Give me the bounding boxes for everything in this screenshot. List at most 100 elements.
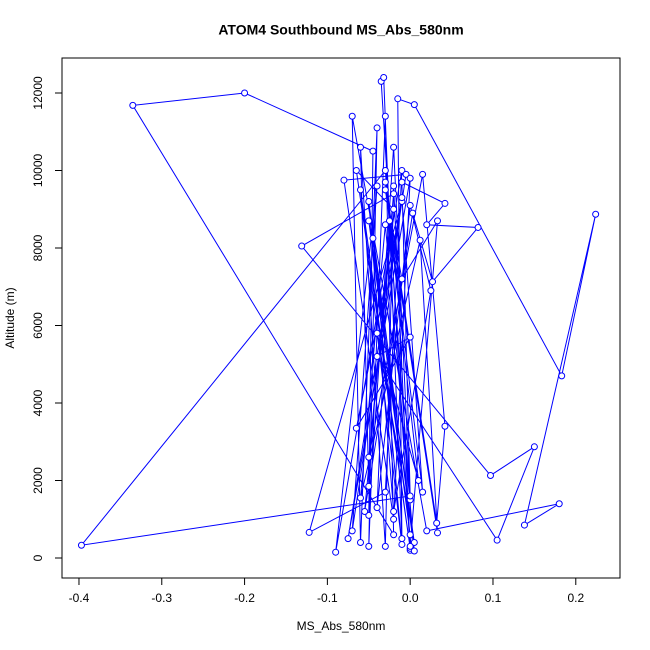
data-point — [390, 205, 398, 213]
data-point — [352, 424, 360, 432]
data-point — [441, 199, 449, 207]
data-point — [406, 542, 414, 550]
y-axis-label: Altitude (m) — [3, 287, 17, 348]
data-point — [390, 508, 398, 516]
x-tick-label: -0.3 — [151, 591, 172, 605]
x-tick-label: -0.4 — [69, 591, 90, 605]
data-point — [390, 531, 398, 539]
data-point — [398, 275, 406, 283]
data-point — [429, 278, 437, 286]
data-point — [365, 197, 373, 205]
data-point — [402, 170, 410, 178]
data-point — [427, 287, 435, 295]
data-point — [369, 234, 377, 242]
x-tick-label: 0.0 — [402, 591, 419, 605]
data-point — [419, 488, 427, 496]
data-point — [406, 531, 414, 539]
data-point — [419, 170, 427, 178]
data-point — [390, 143, 398, 151]
y-tick-label: 6000 — [31, 312, 45, 339]
data-point — [592, 210, 600, 218]
data-point — [356, 494, 364, 502]
data-point — [373, 124, 381, 132]
data-point — [356, 186, 364, 194]
x-tick-label: 0.2 — [567, 591, 584, 605]
data-point — [493, 536, 501, 544]
data-point — [385, 217, 393, 225]
data-point — [423, 527, 431, 535]
data-point — [474, 223, 482, 231]
data-point — [398, 194, 406, 202]
data-point — [373, 504, 381, 512]
data-point — [356, 539, 364, 547]
y-tick-label: 0 — [31, 554, 45, 561]
data-point — [129, 101, 137, 109]
data-point — [398, 540, 406, 548]
data-point — [555, 500, 563, 508]
plot-box — [61, 57, 621, 579]
data-point — [416, 236, 424, 244]
data-point — [373, 182, 381, 190]
data-point — [369, 147, 377, 155]
data-point — [390, 515, 398, 523]
data-point — [409, 209, 417, 217]
data-point — [381, 488, 389, 496]
data-point — [406, 174, 414, 182]
data-point — [398, 166, 406, 174]
data-point — [406, 201, 414, 209]
data-point — [520, 521, 528, 529]
data-point — [348, 112, 356, 120]
data-point — [410, 539, 418, 547]
data-point — [558, 372, 566, 380]
data-point — [390, 190, 398, 198]
data-point — [410, 101, 418, 109]
data-point — [365, 511, 373, 519]
data-point — [365, 217, 373, 225]
data-line — [80, 75, 597, 553]
data-point — [381, 542, 389, 550]
data-point — [381, 166, 389, 174]
data-point — [381, 186, 389, 194]
data-point — [414, 477, 422, 485]
y-tick-label: 2000 — [31, 467, 45, 494]
data-point — [348, 527, 356, 535]
data-point — [434, 529, 442, 537]
data-point — [406, 492, 414, 500]
data-point — [373, 352, 381, 360]
data-point — [423, 221, 431, 229]
data-point — [77, 541, 85, 549]
data-point — [298, 242, 306, 250]
data-point — [344, 535, 352, 543]
data-point — [241, 89, 249, 97]
data-point — [390, 182, 398, 190]
data-point — [398, 535, 406, 543]
data-point — [406, 333, 414, 341]
y-tick-label: 12000 — [31, 76, 45, 110]
x-tick-label: -0.2 — [234, 591, 255, 605]
data-point — [365, 453, 373, 461]
data-point — [433, 519, 441, 527]
data-point — [434, 217, 442, 225]
x-tick-label: -0.1 — [317, 591, 338, 605]
data-point — [365, 482, 373, 490]
data-point — [410, 547, 418, 555]
data-point — [486, 471, 494, 479]
y-tick-label: 8000 — [31, 234, 45, 261]
data-point — [305, 528, 313, 536]
data-point — [381, 112, 389, 120]
y-tick-label: 4000 — [31, 389, 45, 416]
data-point — [356, 143, 364, 151]
data-point — [340, 176, 348, 184]
data-point — [361, 508, 369, 516]
data-point — [381, 221, 389, 229]
x-axis-label: MS_Abs_580nm — [297, 619, 386, 633]
data-point — [373, 329, 381, 337]
data-point — [352, 166, 360, 174]
data-point — [380, 73, 388, 81]
data-point — [394, 95, 402, 103]
data-point — [332, 548, 340, 556]
x-tick-label: 0.1 — [485, 591, 502, 605]
data-point — [530, 443, 538, 451]
data-point — [381, 178, 389, 186]
